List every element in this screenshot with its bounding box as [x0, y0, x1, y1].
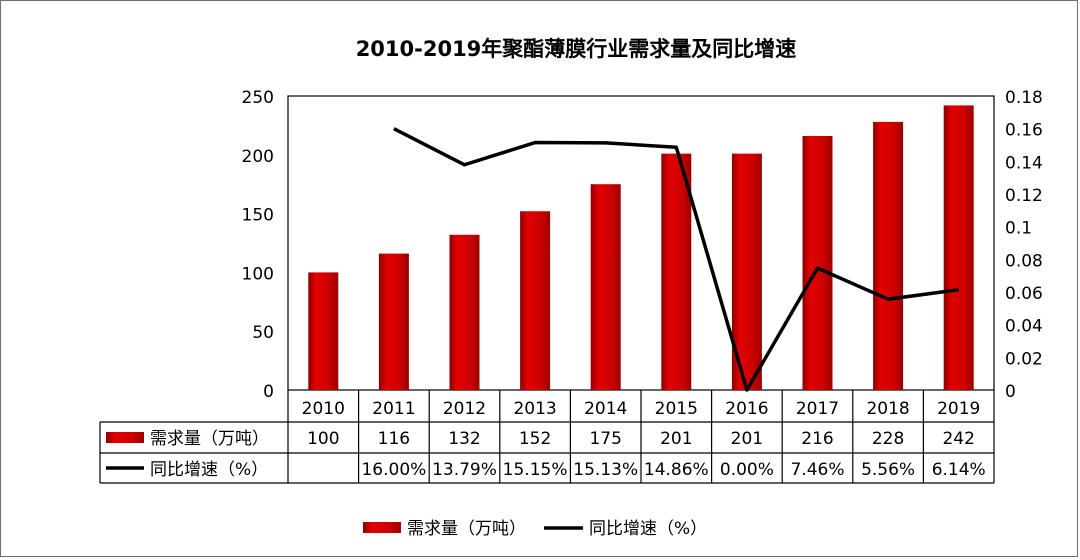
legend-label-growth: 同比增速（%） [589, 519, 707, 539]
plot-area: 0 50 100 150 200 250 0 0.02 0.04 0.06 0.08 0.1 0.12 0… [242, 88, 1043, 402]
bar-2014 [591, 184, 621, 390]
y-right-tick-label: 0.1 [1005, 219, 1032, 239]
legend: 需求量（万吨） 同比增速（%） [363, 519, 707, 539]
y-right-tick-label: 0.02 [1005, 349, 1043, 369]
bar-2019 [944, 105, 974, 390]
table-cell-demand: 216 [801, 429, 833, 449]
y-right-tick-label: 0.06 [1005, 284, 1043, 304]
y-right-tick-label: 0.18 [1005, 88, 1043, 108]
table-cell-growth: 15.15% [503, 460, 568, 480]
table-cell-growth: 14.86% [644, 460, 709, 480]
x-tick-label: 2015 [655, 399, 698, 419]
y-right-tick-label: 0.16 [1005, 121, 1043, 141]
y-left-tick-label: 0 [263, 382, 274, 402]
table-cell-demand: 132 [448, 429, 480, 449]
legend-label-demand: 需求量（万吨） [407, 519, 526, 539]
bar-2018 [873, 122, 903, 390]
x-tick-label: 2010 [302, 399, 345, 419]
x-tick-label: 2011 [372, 399, 415, 419]
table-cell-demand: 228 [872, 429, 904, 449]
y-left-tick-label: 150 [242, 206, 274, 226]
y-right-tick-label: 0 [1005, 382, 1016, 402]
x-tick-label: 2016 [725, 399, 768, 419]
table-cell-growth: 7.46% [790, 460, 844, 480]
data-table: 2010 2011 2012 2013 2014 2015 2016 2017 2018 2019… [100, 390, 994, 483]
y-right-tick-label: 0.04 [1005, 317, 1043, 337]
table-cell-growth: 15.13% [573, 460, 638, 480]
table-cell-growth: 6.14% [932, 460, 986, 480]
y-left-tick-label: 100 [242, 264, 274, 284]
bar-2017 [803, 136, 833, 390]
bar-2012 [450, 235, 480, 390]
bar-2011 [379, 254, 409, 390]
table-cell-demand: 152 [519, 429, 551, 449]
y-left-tick-label: 50 [252, 323, 274, 343]
legend-bar-key [363, 522, 401, 533]
table-cell-growth: 5.56% [861, 460, 915, 480]
chart-title: 2010-2019年聚酯薄膜行业需求量及同比增速 [356, 37, 797, 61]
y-right-tick-label: 0.12 [1005, 186, 1043, 206]
table-bar-key [106, 432, 144, 443]
table-cell-demand: 116 [378, 429, 410, 449]
bar-2013 [520, 211, 550, 390]
table-cell-demand: 242 [942, 429, 974, 449]
table-row-header-growth: 同比增速（%） [150, 460, 268, 480]
table-cell-demand: 201 [731, 429, 763, 449]
x-tick-label: 2018 [866, 399, 909, 419]
table-row-header-demand: 需求量（万吨） [150, 429, 269, 449]
x-tick-label: 2014 [584, 399, 627, 419]
table-cell-growth: 0.00% [720, 460, 774, 480]
table-cell-demand: 100 [307, 429, 339, 449]
table-cell-demand: 175 [589, 429, 621, 449]
table-cell-demand: 201 [660, 429, 692, 449]
y-right-tick-label: 0.14 [1005, 153, 1043, 173]
x-tick-label: 2017 [796, 399, 839, 419]
y-left-tick-label: 250 [242, 88, 274, 108]
x-tick-label: 2013 [513, 399, 556, 419]
y-right-tick-label: 0.08 [1005, 251, 1043, 271]
table-cell-growth: 16.00% [361, 460, 426, 480]
x-tick-label: 2012 [443, 399, 486, 419]
y-left-tick-label: 200 [242, 147, 274, 167]
x-tick-label: 2019 [937, 399, 980, 419]
table-cell-growth: 13.79% [432, 460, 497, 480]
bar-2010 [308, 272, 338, 390]
